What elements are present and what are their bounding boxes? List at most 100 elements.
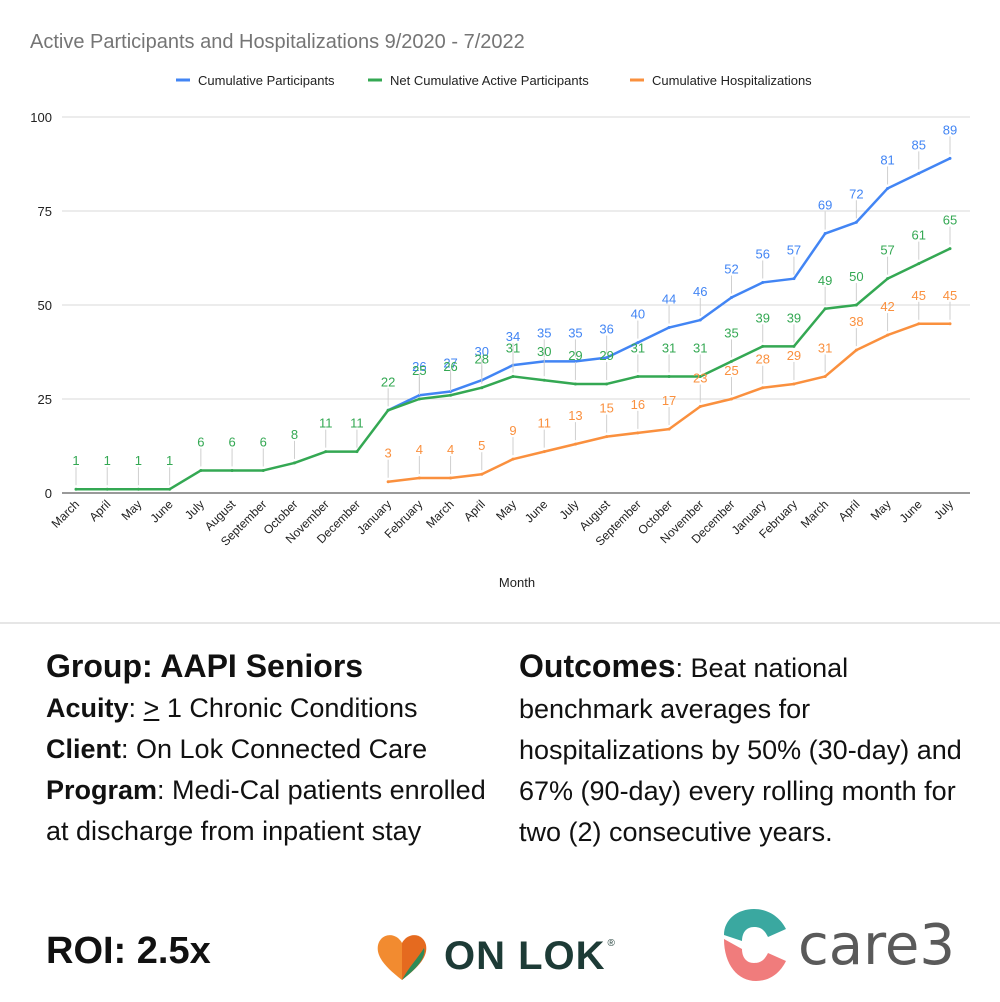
data-label: 11 — [537, 416, 551, 431]
data-point — [355, 450, 359, 454]
data-point — [886, 186, 890, 190]
data-point — [698, 374, 702, 378]
outcomes-body: : Beat national benchmark averages for h… — [519, 653, 962, 847]
data-point — [449, 389, 453, 393]
x-tick-label: March — [798, 497, 831, 530]
data-point — [948, 156, 952, 160]
data-point — [667, 374, 671, 378]
x-tick-label: June — [522, 497, 551, 526]
data-point — [698, 405, 702, 409]
data-label: 35 — [724, 325, 738, 340]
onlok-logo: ON LOK ® — [374, 928, 615, 984]
x-axis: March April May June JulyAugustSeptemberOcto… — [49, 497, 956, 549]
data-point — [792, 277, 796, 281]
data-point — [792, 344, 796, 348]
data-point — [417, 397, 421, 401]
data-point — [730, 295, 733, 299]
outcomes-label: Outcomes — [519, 648, 676, 684]
data-label: 1 — [166, 453, 173, 468]
outcomes-panel: Outcomes: Beat national benchmark averag… — [519, 646, 979, 853]
acuity-line: Acuity: > 1 Chronic Conditions — [46, 693, 418, 723]
data-label: 1 — [72, 453, 79, 468]
data-label: 26 — [443, 359, 457, 374]
data-label: 30 — [537, 344, 551, 359]
x-tick-label: March — [49, 497, 82, 530]
care3-mark-icon — [724, 909, 786, 981]
data-point — [636, 431, 640, 435]
data-point — [886, 277, 890, 281]
data-label: 40 — [631, 307, 645, 322]
data-point — [542, 450, 546, 454]
chart-title: Active Participants and Hospitalizations… — [30, 31, 525, 53]
acuity-ge-symbol: > — [143, 693, 160, 723]
x-tick-label: May — [868, 497, 894, 523]
x-tick-label: April — [836, 497, 863, 524]
data-point — [573, 359, 577, 363]
data-point — [542, 378, 546, 382]
data-label: 52 — [724, 261, 738, 276]
data-label: 28 — [475, 352, 489, 367]
client-line: Client: On Lok Connected Care — [46, 729, 486, 770]
data-label: 4 — [416, 442, 423, 457]
data-label: 15 — [599, 401, 613, 416]
acuity-label: Acuity — [46, 693, 129, 723]
data-label: 6 — [228, 434, 235, 449]
data-point — [417, 476, 421, 480]
y-tick-label: 100 — [30, 110, 52, 125]
series-line — [387, 157, 951, 412]
x-tick-label: July — [557, 497, 582, 522]
data-point — [511, 457, 515, 461]
x-tick-label: June — [147, 497, 176, 526]
data-point — [105, 487, 109, 491]
data-label: 42 — [880, 299, 894, 314]
data-point — [74, 487, 78, 491]
onlok-heart-icon — [377, 935, 427, 980]
data-point — [792, 382, 796, 386]
data-point — [605, 435, 609, 439]
data-point — [667, 427, 671, 431]
data-label: 46 — [693, 284, 707, 299]
data-label: 27 — [443, 355, 457, 370]
data-label: 89 — [943, 122, 957, 137]
data-label: 49 — [818, 273, 832, 288]
y-tick-label: 75 — [38, 204, 52, 219]
y-tick-label: 0 — [45, 486, 52, 501]
data-label: 28 — [755, 352, 769, 367]
data-label: 39 — [787, 310, 801, 325]
data-point — [480, 472, 484, 476]
onlok-registered-mark: ® — [607, 938, 615, 949]
data-point — [573, 442, 577, 446]
data-label: 57 — [787, 243, 801, 258]
data-point — [854, 220, 858, 224]
data-label: 31 — [693, 340, 707, 355]
data-point — [605, 356, 609, 360]
data-point — [854, 348, 858, 352]
data-label: 6 — [260, 434, 267, 449]
data-label: 39 — [755, 310, 769, 325]
data-point — [605, 382, 609, 386]
outcomes-text: Outcomes: Beat national benchmark averag… — [519, 646, 979, 853]
data-point — [948, 322, 952, 326]
x-tick-label: June — [897, 497, 926, 526]
y-tick-label: 50 — [38, 298, 52, 313]
program-value: : Medi-Cal patients enrolled at discharg… — [46, 775, 486, 846]
data-point — [948, 247, 952, 251]
data-point — [823, 232, 827, 236]
onlok-wordmark: ON LOK — [444, 933, 606, 978]
data-label: 13 — [568, 408, 582, 423]
data-label: 81 — [880, 152, 894, 167]
legend-label: Net Cumulative Active Participants — [390, 73, 589, 88]
data-point — [636, 374, 640, 378]
data-point — [136, 487, 140, 491]
data-label: 31 — [662, 340, 676, 355]
data-label: 23 — [693, 371, 707, 386]
x-axis-title: Month — [499, 575, 535, 590]
data-label: 45 — [912, 288, 926, 303]
data-label: 85 — [912, 137, 926, 152]
data-label: 29 — [787, 348, 801, 363]
program-label: Program — [46, 775, 158, 805]
data-label: 72 — [849, 186, 863, 201]
data-label: 69 — [818, 198, 832, 213]
data-point — [886, 333, 890, 337]
y-axis: 0 25 50 75 100 — [30, 110, 52, 501]
